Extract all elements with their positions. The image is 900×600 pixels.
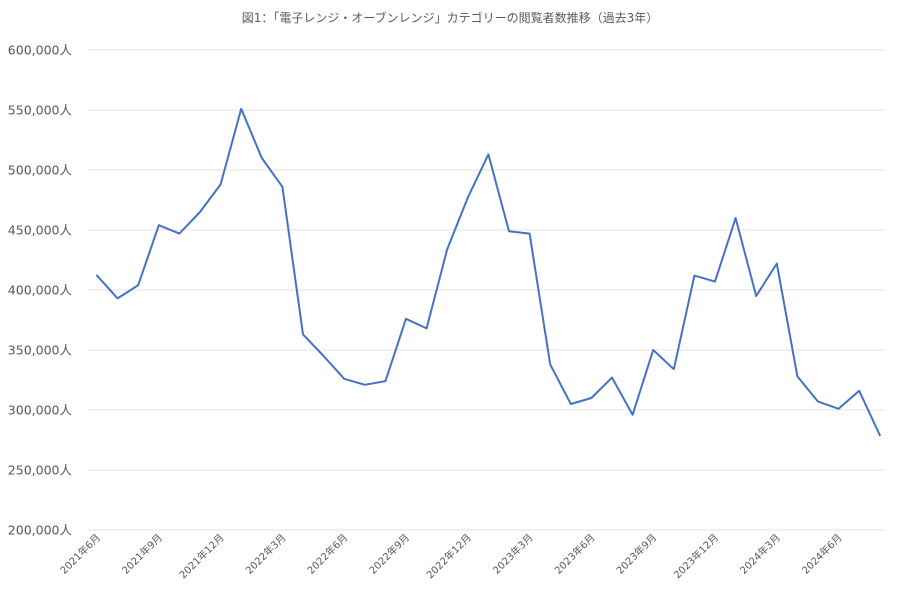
series-layer (96, 107, 881, 437)
x-tick-label: 2021年6月 (57, 531, 103, 577)
chart-title: 図1：「電子レンジ・オーブンレンジ」カテゴリーの閲覧者数推移（過去3年） (242, 10, 659, 25)
x-axis-tick-labels: 2021年6月 2021年9月 2021年12月 2022年3月 2022年6月 2022… (57, 531, 844, 581)
y-tick-label: 550,000人 (8, 103, 73, 118)
x-tick-label: 2022年9月 (366, 531, 412, 577)
y-tick-label: 300,000人 (8, 403, 73, 418)
y-tick-label: 500,000人 (8, 163, 73, 178)
y-axis-tick-labels: 200,000人 250,000人 300,000人 350,000人 400,000人… (8, 43, 73, 538)
x-tick-label: 2022年6月 (304, 531, 350, 577)
x-tick-label: 2023年6月 (552, 531, 598, 577)
y-tick-label: 600,000人 (8, 43, 73, 58)
gridlines (87, 49, 886, 531)
x-tick-label: 2023年9月 (613, 531, 659, 577)
y-tick-label: 400,000人 (8, 283, 73, 298)
y-tick-label: 450,000人 (8, 223, 73, 238)
x-tick-label: 2024年3月 (737, 531, 783, 577)
y-tick-label: 350,000人 (8, 343, 73, 358)
x-tick-label: 2022年12月 (424, 531, 474, 581)
x-tick-label: 2024年6月 (799, 531, 845, 577)
x-tick-label: 2023年3月 (490, 531, 536, 577)
x-tick-label: 2022年3月 (243, 531, 289, 577)
x-tick-label: 2021年9月 (119, 531, 165, 577)
x-tick-label: 2021年12月 (176, 531, 226, 581)
y-tick-label: 200,000人 (8, 523, 73, 538)
series-line (96, 107, 881, 437)
x-tick-label: 2023年12月 (671, 531, 721, 581)
y-tick-label: 250,000人 (8, 463, 73, 478)
